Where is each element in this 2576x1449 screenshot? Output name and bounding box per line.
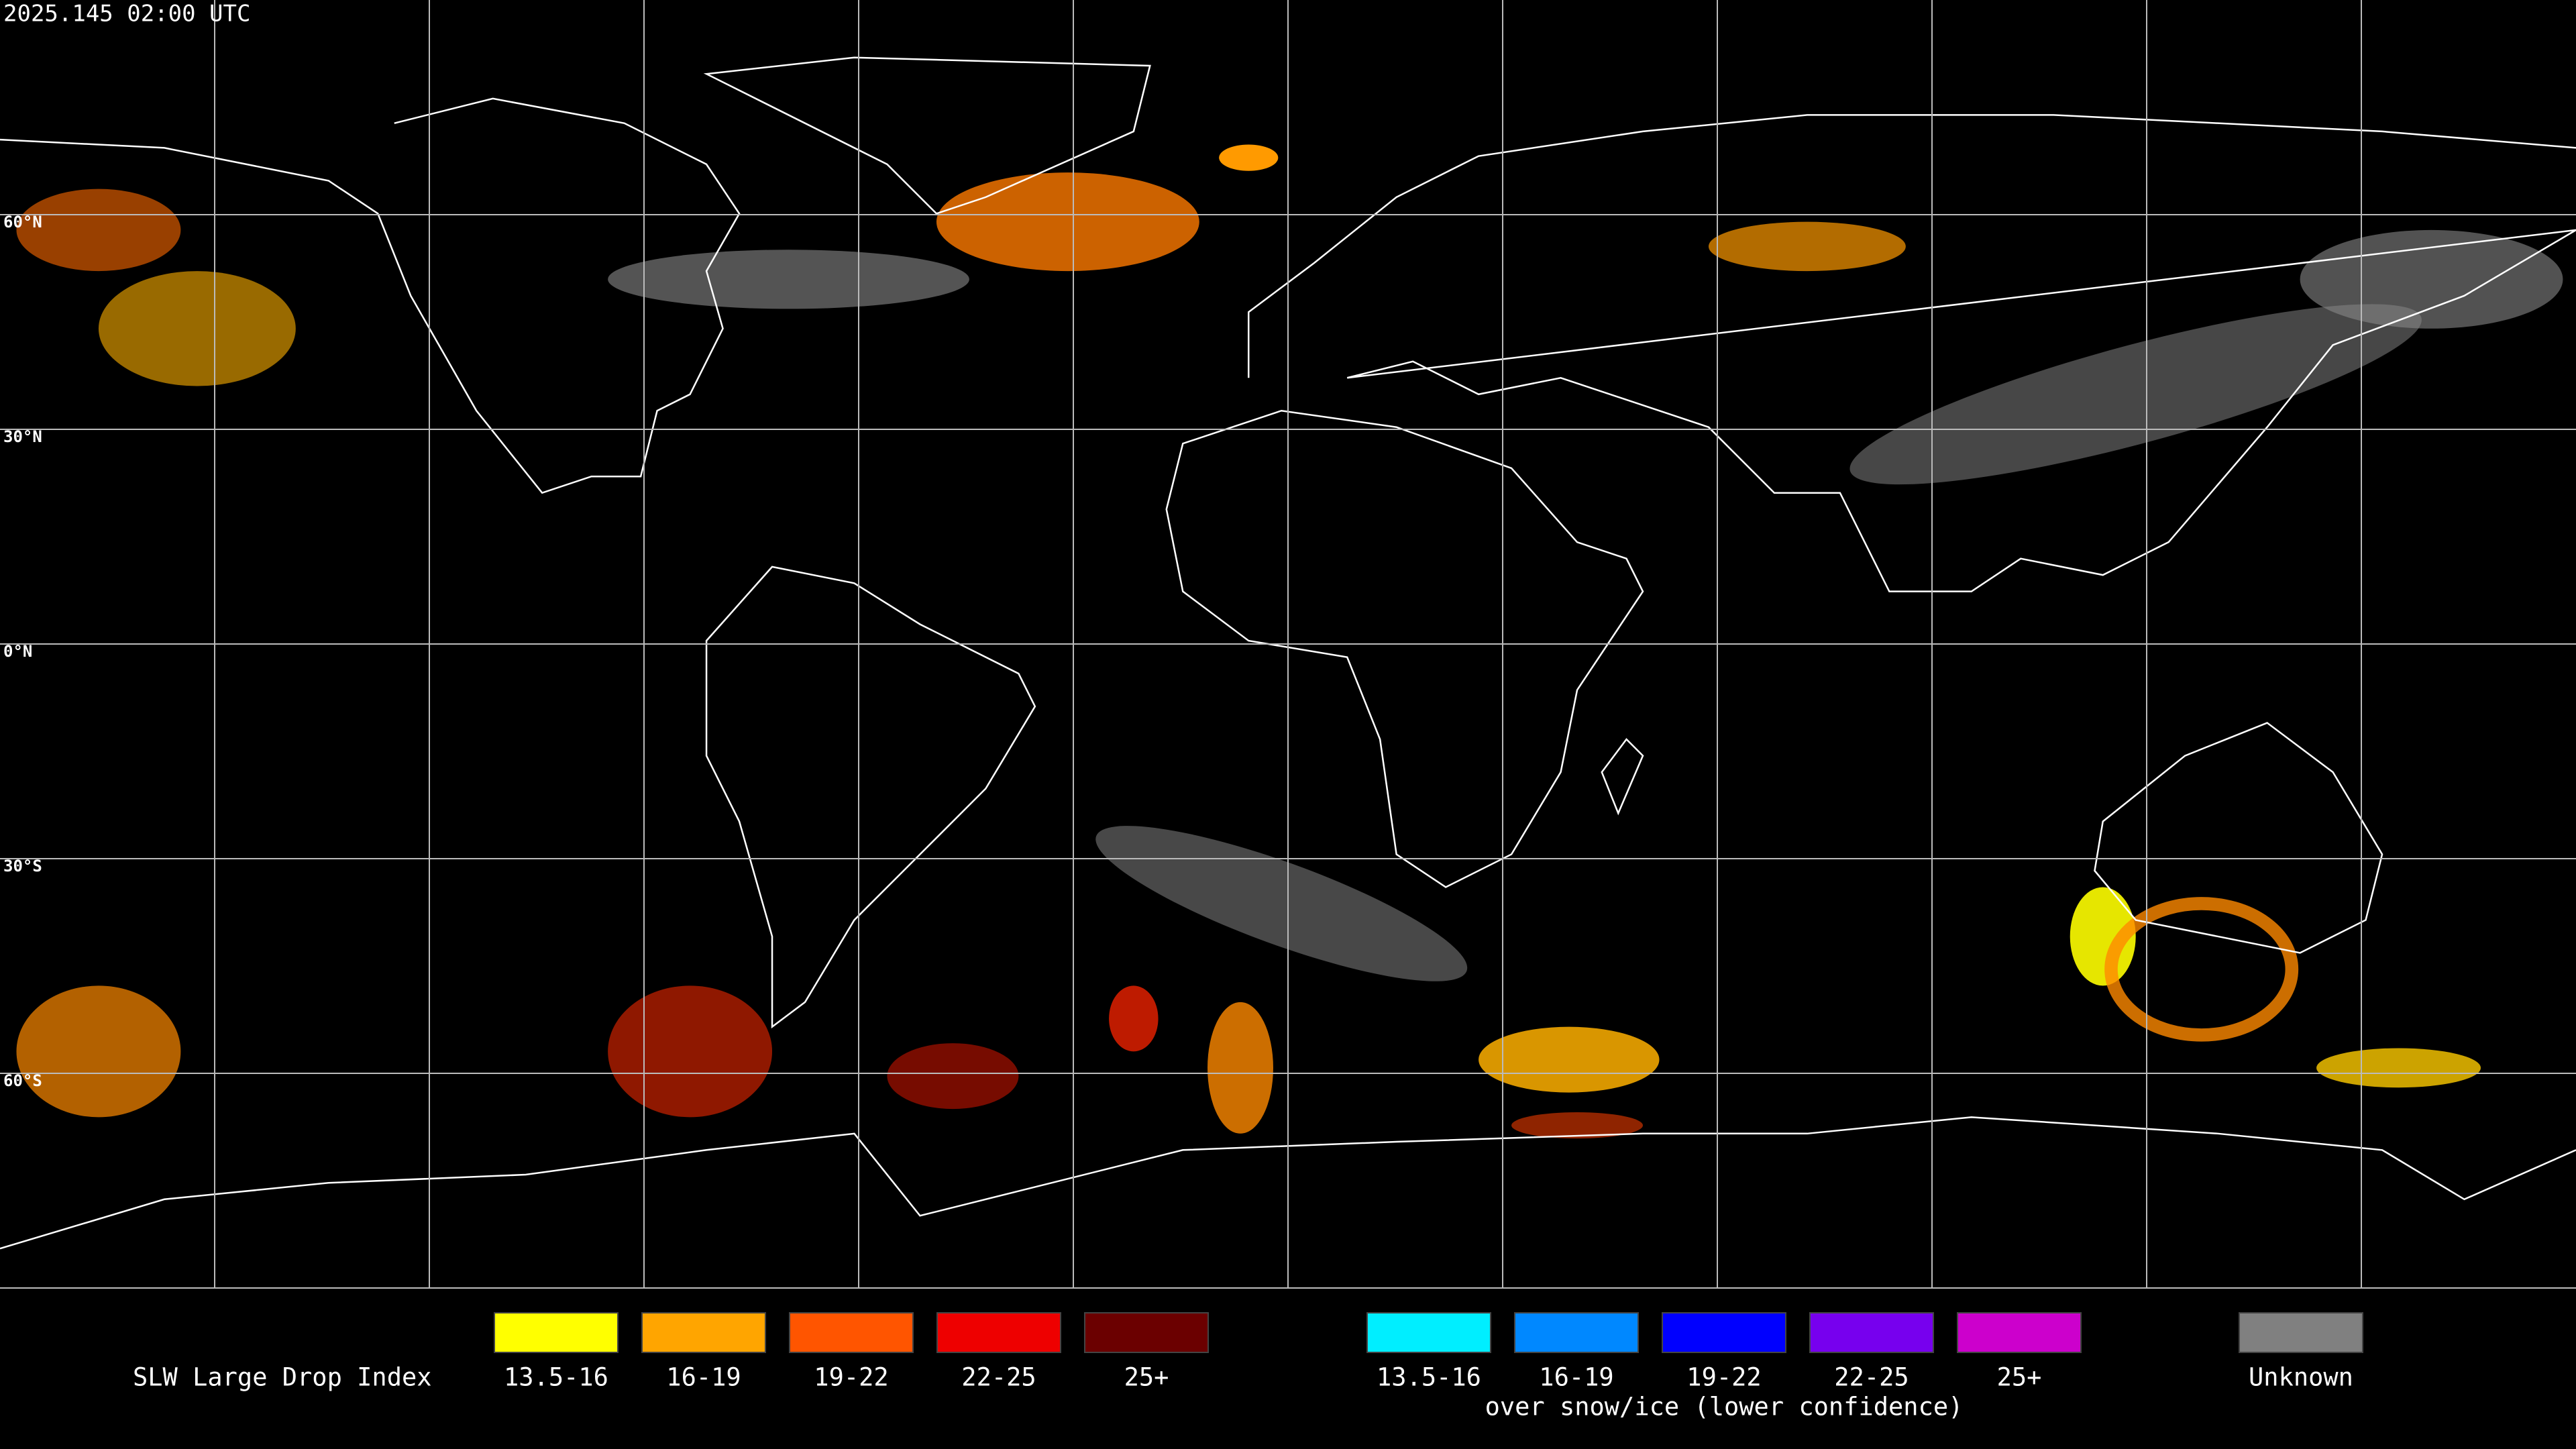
latitude-label: 30°N xyxy=(3,427,42,446)
legend-swatch xyxy=(1662,1312,1786,1353)
legend-label: 25+ xyxy=(1997,1363,2042,1392)
legend-swatch xyxy=(2239,1312,2363,1353)
legend-swatch xyxy=(494,1312,619,1353)
legend-swatch xyxy=(1084,1312,1209,1353)
legend-label: 19-22 xyxy=(1686,1363,1761,1392)
legend-label: 22-25 xyxy=(961,1363,1036,1392)
legend-swatch xyxy=(1809,1312,1934,1353)
graticule xyxy=(0,0,2576,1289)
legend-swatch xyxy=(789,1312,914,1353)
latitude-label: 0°N xyxy=(3,642,32,661)
legend: 13.5-16 16-19 19-22 22-25 25+ 13.5-16 16-19 19-… xyxy=(494,1312,2363,1421)
legend-swatch xyxy=(936,1312,1061,1353)
cloud-field xyxy=(16,144,2563,1139)
legend-caption: over snow/ice (lower confidence) xyxy=(1485,1393,1964,1421)
timestamp: 2025.145 02:00 UTC xyxy=(3,1,250,28)
legend-swatch xyxy=(641,1312,766,1353)
legend-label: 19-22 xyxy=(814,1363,888,1392)
legend-label: 13.5-16 xyxy=(504,1363,608,1392)
legend-label: 16-19 xyxy=(1539,1363,1613,1392)
latitude-labels: 60°N 30°N 0°N 30°S 60°S xyxy=(3,213,42,1090)
legend-label: 22-25 xyxy=(1834,1363,1909,1392)
latitude-label: 30°S xyxy=(3,857,42,875)
legend-swatch xyxy=(1957,1312,2082,1353)
legend-label: Unknown xyxy=(2249,1363,2353,1392)
legend-label: 25+ xyxy=(1124,1363,1169,1392)
latitude-label: 60°S xyxy=(3,1071,42,1090)
coastlines xyxy=(0,58,2576,1249)
legend-title: SLW Large Drop Index xyxy=(133,1363,432,1392)
legend-label: 16-19 xyxy=(666,1363,741,1392)
legend-swatch xyxy=(1514,1312,1639,1353)
legend-label: 13.5-16 xyxy=(1377,1363,1481,1392)
legend-swatch xyxy=(1366,1312,1491,1353)
latitude-label: 60°N xyxy=(3,213,42,231)
